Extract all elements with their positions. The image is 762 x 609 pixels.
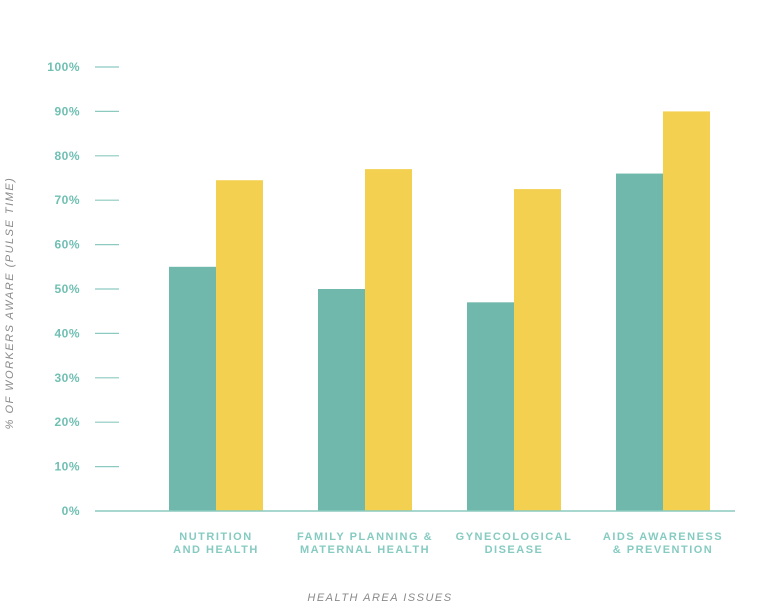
bar-series-1 [616, 173, 663, 511]
bar-series-1 [318, 289, 365, 511]
x-category-label: GYNECOLOGICAL DISEASE [456, 531, 573, 556]
y-tick-label: 20% [54, 415, 80, 429]
bar-series-1 [169, 266, 216, 511]
y-tick-label: 90% [54, 104, 80, 118]
bar-series-1 [467, 302, 514, 511]
x-category-label: AIDS AWARENESS & PREVENTION [603, 531, 723, 556]
y-axis-title: % OF WORKERS AWARE (PULSE TIME) [4, 177, 16, 430]
x-category-label: NUTRITION AND HEALTH [173, 531, 259, 556]
x-category-label: FAMILY PLANNING & MATERNAL HEALTH [297, 531, 433, 556]
y-axis: 0% 10% 20% 30% 40% 50% 60% 70% 80% 90% 100% [47, 60, 119, 518]
y-tick-label: 50% [54, 282, 80, 296]
bar-series-2 [216, 180, 263, 511]
y-tick-label: 0% [62, 504, 80, 518]
x-axis: NUTRITION AND HEALTH FAMILY PLANNING & MATE… [95, 510, 735, 556]
y-tick-label: 10% [54, 460, 80, 474]
bars [169, 111, 710, 512]
y-tick-label: 30% [54, 371, 80, 385]
y-tick-label: 100% [47, 60, 80, 74]
x-axis-title: HEALTH AREA ISSUES [307, 592, 452, 604]
y-tick-label: 40% [54, 326, 80, 340]
y-tick-label: 80% [54, 149, 80, 163]
bar-series-2 [663, 111, 710, 512]
bar-series-2 [365, 169, 412, 511]
y-tick-label: 60% [54, 238, 80, 252]
bar-series-2 [514, 189, 561, 511]
y-tick-label: 70% [54, 193, 80, 207]
